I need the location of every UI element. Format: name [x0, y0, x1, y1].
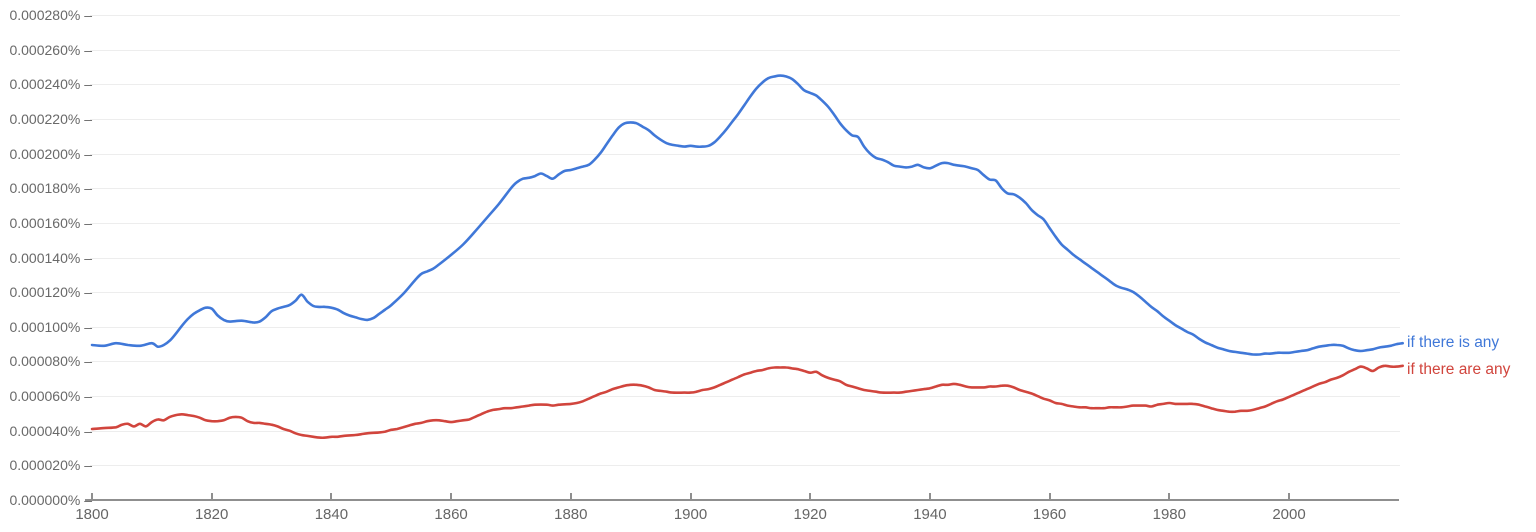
- series-line-0[interactable]: [90, 74, 1404, 356]
- y-axis-label: 0.000220% –: [9, 110, 92, 127]
- series-line-1[interactable]: [90, 364, 1404, 440]
- x-axis-label: 1800: [75, 506, 109, 523]
- y-axis-label: 0.000040% –: [9, 422, 92, 439]
- x-axis-label: 1980: [1152, 506, 1186, 523]
- x-axis-tick: [1288, 493, 1290, 499]
- x-axis-tick: [450, 493, 453, 499]
- gridline: [90, 326, 1400, 328]
- gridline: [90, 361, 1400, 363]
- x-axis-label: 1940: [913, 506, 947, 523]
- x-axis-tick: [330, 493, 333, 499]
- gridline: [90, 292, 1400, 294]
- x-axis-label: 2000: [1272, 506, 1306, 523]
- series-label-if-there-is-any[interactable]: if there is any: [1407, 334, 1500, 351]
- y-axis-label: 0.000100% –: [9, 318, 92, 335]
- series-label-if-there-are-any[interactable]: if there are any: [1407, 361, 1511, 378]
- gridline: [90, 49, 1400, 51]
- y-axis-label: 0.000240% –: [9, 76, 92, 93]
- x-axis-tick: [689, 493, 692, 499]
- y-axis-label: 0.000140% –: [9, 249, 92, 266]
- y-axis-label: 0.000060% –: [9, 388, 92, 405]
- gridline: [90, 396, 1400, 398]
- gridline: [90, 84, 1400, 86]
- y-axis-label: 0.000020% –: [9, 457, 92, 474]
- y-axis-label: 0.000260% –: [9, 41, 92, 58]
- x-axis-label: 1900: [673, 506, 708, 523]
- gridline: [90, 118, 1400, 120]
- y-axis-label: 0.000120% –: [9, 284, 92, 301]
- x-axis-tick: [809, 493, 812, 499]
- gridline: [90, 15, 1400, 16]
- x-axis-tick: [569, 493, 572, 499]
- x-axis-label: 1840: [314, 506, 349, 523]
- x-axis-label: 1920: [793, 506, 827, 523]
- y-axis-label: 0.000180% –: [9, 180, 92, 197]
- x-axis-line: [85, 499, 1399, 501]
- x-axis-tick: [1048, 493, 1051, 499]
- y-axis-label: 0.000000% –: [9, 492, 92, 508]
- x-axis-tick: [1168, 493, 1171, 499]
- y-axis-label: 0.000200% –: [9, 145, 92, 162]
- x-axis-label: 1860: [434, 506, 468, 523]
- gridline: [90, 153, 1400, 155]
- y-axis-label: 0.000280% –: [9, 7, 92, 23]
- x-axis-label: 1820: [195, 506, 229, 523]
- gridline: [90, 465, 1400, 467]
- gridline: [90, 188, 1400, 190]
- x-axis-tick: [91, 493, 93, 499]
- gridline: [90, 222, 1400, 224]
- gridline: [90, 257, 1400, 259]
- gridline: [90, 430, 1400, 432]
- x-axis-label: 1960: [1032, 506, 1067, 523]
- x-axis-label: 1880: [554, 506, 588, 523]
- x-axis-tick: [210, 493, 213, 499]
- y-axis-label: 0.000080% –: [9, 353, 92, 370]
- y-axis-label: 0.000160% –: [9, 214, 92, 231]
- x-axis-tick: [928, 493, 931, 499]
